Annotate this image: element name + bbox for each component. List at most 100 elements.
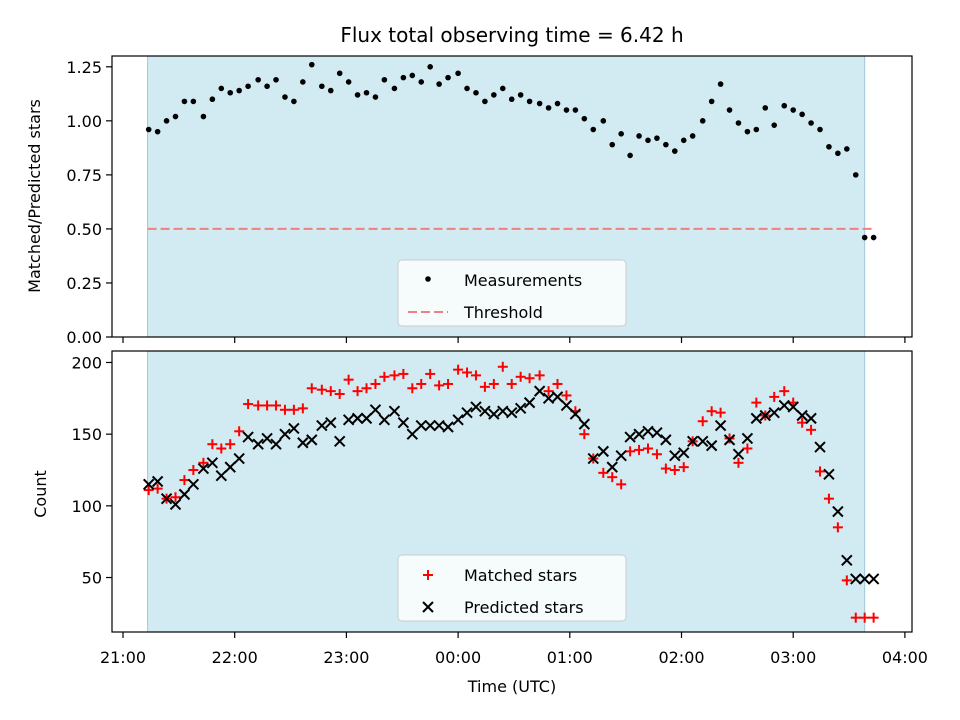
y-tick-label: 1.25 <box>66 58 102 77</box>
matched-stars-point <box>288 404 299 415</box>
matched-stars-point <box>751 397 762 408</box>
matched-stars-point <box>379 371 390 382</box>
measurements-point <box>735 120 742 126</box>
matched-stars-legend-key <box>423 570 433 580</box>
predicted-stars-point <box>759 409 771 422</box>
measurements-point <box>590 126 597 133</box>
matched-stars-point <box>651 449 662 460</box>
matched-stars-point <box>561 390 572 401</box>
matched-stars-point <box>841 575 852 586</box>
x-tick-label: 00:00 <box>435 648 481 667</box>
measurements-point <box>336 70 343 77</box>
plot-frame <box>111 350 913 633</box>
predicted-stars-point <box>215 470 228 482</box>
x-tick-label: 23:00 <box>323 648 369 667</box>
matched-stars-point <box>243 399 254 410</box>
matched-stars-point <box>306 383 317 394</box>
predicted-stars-point <box>488 408 500 420</box>
matched-stars-point <box>398 368 409 379</box>
measurements-point <box>236 87 242 94</box>
x-tick-label: 04:00 <box>882 648 928 667</box>
predicted-stars-point <box>415 419 427 432</box>
matched-stars-point <box>443 378 454 389</box>
matched-stars-point <box>678 462 689 473</box>
measurements-point <box>345 79 352 85</box>
predicted-stars-point <box>542 392 555 405</box>
predicted-stars-point <box>551 391 564 403</box>
matched-stars-point <box>706 406 717 417</box>
x-tick-label: 03:00 <box>770 648 816 667</box>
legend: Matched stars Predicted stars <box>397 554 627 622</box>
measurements-point <box>436 81 442 87</box>
predicted-stars-point <box>333 435 346 448</box>
y-tick-label: 0.00 <box>66 328 102 347</box>
y-tick-label: 150 <box>71 425 102 444</box>
predicted-stars-point <box>514 402 527 415</box>
measurements-point <box>609 141 616 148</box>
predicted-stars-point <box>642 425 654 437</box>
measurements-point <box>826 143 832 150</box>
x-tick-label: 22:00 <box>212 648 258 667</box>
matched-stars-point <box>225 439 236 450</box>
predicted-stars-point <box>732 448 745 460</box>
threshold-legend-label: Threshold <box>463 303 543 322</box>
predicted-stars-point <box>533 385 546 397</box>
predicted-stars-point <box>261 432 273 445</box>
measurements-point <box>445 74 451 81</box>
predicted-stars-point <box>624 431 636 443</box>
predicted-stars-point <box>723 434 736 446</box>
predicted-stars-point <box>796 409 808 422</box>
predicted-stars-point <box>787 401 799 413</box>
measurements-point <box>154 128 161 135</box>
predicted-stars-point <box>360 412 373 425</box>
measurements-point <box>464 85 470 92</box>
matched-stars-point <box>815 466 826 477</box>
measurements-point <box>455 70 461 77</box>
predicted-stars-point <box>224 461 236 473</box>
predicted-stars-point <box>778 399 790 412</box>
predicted-stars-point <box>506 406 518 419</box>
predicted-stars-legend-label: Predicted stars <box>464 598 584 617</box>
measurements-point <box>844 146 850 152</box>
measurements-point <box>781 102 788 109</box>
predicted-stars-point <box>325 416 337 429</box>
measurements-point <box>554 100 561 107</box>
predicted-stars-point <box>151 475 164 488</box>
predicted-stars-point <box>569 408 582 420</box>
measurements-point <box>790 107 796 113</box>
measurements-point <box>870 234 877 241</box>
measurements-point <box>600 118 607 124</box>
chart-title: Flux total observing time = 6.42 h <box>340 23 683 47</box>
matched-stars-point <box>669 464 680 475</box>
matched-stars-point <box>271 400 282 411</box>
measurements-point <box>427 64 433 70</box>
measurements-point <box>689 133 696 139</box>
x-tick-label: 01:00 <box>547 648 593 667</box>
matched-stars-legend-label: Matched stars <box>464 566 577 585</box>
predicted-stars-point <box>669 449 681 462</box>
predicted-stars-point <box>169 498 182 511</box>
predicted-stars-point <box>714 419 727 432</box>
matched-stars-point <box>733 457 744 468</box>
matched-stars-point <box>607 472 618 483</box>
predicted-stars-point <box>823 468 835 481</box>
predicted-stars-point <box>388 405 401 417</box>
predicted-stars-point <box>497 405 509 417</box>
matched-stars-point <box>343 374 354 385</box>
predicted-stars-point <box>252 438 264 450</box>
predicted-stars-point <box>867 573 880 585</box>
matched-stars-point <box>234 426 245 437</box>
measurements-point <box>618 131 624 137</box>
matched-stars-point <box>850 612 861 623</box>
matched-stars-point <box>334 389 345 400</box>
predicted-stars-point <box>378 414 391 426</box>
measurements-point <box>671 148 678 154</box>
matched-stars-point <box>868 612 879 623</box>
measurements-point <box>536 100 543 107</box>
predicted-stars-point <box>242 431 254 443</box>
plot-frame <box>111 55 913 338</box>
matched-stars-point <box>552 378 563 389</box>
measurements-legend-label: Measurements <box>464 271 582 290</box>
predicted-stars-point <box>660 434 672 446</box>
